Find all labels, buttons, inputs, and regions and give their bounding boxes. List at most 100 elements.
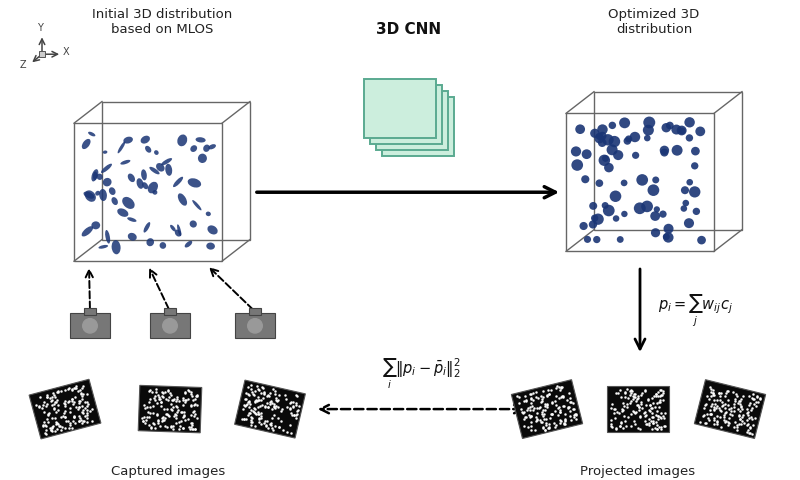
Ellipse shape bbox=[154, 150, 158, 155]
Point bbox=[622, 395, 634, 402]
Point bbox=[609, 405, 622, 412]
Point bbox=[747, 421, 760, 429]
Circle shape bbox=[250, 321, 260, 331]
Point bbox=[47, 400, 60, 408]
Point bbox=[165, 422, 178, 430]
Point bbox=[554, 418, 567, 425]
Point bbox=[634, 412, 646, 420]
Point bbox=[239, 401, 252, 409]
Point bbox=[554, 408, 566, 416]
Ellipse shape bbox=[123, 137, 133, 144]
Point bbox=[278, 391, 291, 398]
Point bbox=[650, 411, 662, 419]
Point bbox=[74, 397, 86, 405]
Point bbox=[73, 418, 86, 425]
Circle shape bbox=[681, 186, 689, 194]
Circle shape bbox=[591, 215, 598, 222]
Point bbox=[62, 385, 74, 393]
Point bbox=[631, 394, 644, 402]
Point bbox=[155, 392, 168, 399]
Point bbox=[32, 402, 45, 409]
Point bbox=[284, 399, 297, 407]
Point bbox=[610, 389, 623, 397]
Ellipse shape bbox=[177, 224, 182, 236]
Point bbox=[535, 418, 548, 426]
Point bbox=[257, 395, 270, 402]
Point bbox=[136, 417, 149, 424]
Point bbox=[623, 391, 636, 399]
Point bbox=[40, 430, 53, 438]
Circle shape bbox=[691, 147, 700, 156]
Point bbox=[569, 411, 582, 419]
Point bbox=[46, 427, 58, 435]
Point bbox=[159, 415, 172, 422]
Ellipse shape bbox=[91, 169, 98, 181]
Point bbox=[556, 392, 569, 400]
Point bbox=[542, 424, 554, 432]
Point bbox=[75, 416, 88, 423]
Point bbox=[632, 403, 645, 410]
Point bbox=[56, 423, 69, 431]
Point bbox=[605, 417, 618, 424]
Point bbox=[168, 412, 181, 420]
Point bbox=[83, 407, 96, 415]
Point bbox=[73, 403, 86, 410]
Point bbox=[564, 416, 577, 424]
Point bbox=[189, 425, 202, 432]
Point bbox=[154, 422, 166, 430]
Point bbox=[140, 416, 153, 424]
Point bbox=[729, 395, 742, 403]
Point bbox=[642, 407, 655, 414]
Point bbox=[734, 404, 747, 411]
Point bbox=[707, 389, 720, 397]
Point bbox=[518, 422, 530, 430]
Point bbox=[631, 395, 644, 403]
Point bbox=[644, 402, 657, 409]
Point bbox=[50, 408, 62, 416]
Circle shape bbox=[636, 174, 648, 186]
Point bbox=[698, 404, 710, 412]
Point bbox=[266, 406, 279, 413]
Point bbox=[532, 404, 545, 412]
Ellipse shape bbox=[175, 229, 182, 237]
Point bbox=[178, 389, 191, 397]
Point bbox=[650, 419, 662, 426]
Point bbox=[608, 406, 621, 413]
Point bbox=[746, 395, 759, 402]
Point bbox=[699, 401, 712, 409]
Point bbox=[635, 391, 648, 399]
Point bbox=[35, 405, 48, 412]
Point bbox=[37, 421, 50, 429]
Point bbox=[551, 411, 564, 419]
Point bbox=[254, 409, 267, 417]
Point bbox=[607, 409, 620, 417]
Point bbox=[189, 396, 202, 403]
Point bbox=[144, 409, 157, 417]
Point bbox=[42, 411, 54, 419]
Point bbox=[568, 410, 581, 418]
Point bbox=[697, 412, 710, 420]
Point bbox=[58, 399, 70, 407]
Point bbox=[524, 394, 537, 402]
Point bbox=[153, 394, 166, 401]
Point bbox=[179, 396, 192, 404]
Circle shape bbox=[677, 126, 686, 135]
Ellipse shape bbox=[190, 220, 197, 228]
Point bbox=[178, 412, 190, 420]
Ellipse shape bbox=[142, 182, 148, 189]
Point bbox=[142, 398, 155, 406]
Point bbox=[286, 404, 299, 411]
Point bbox=[162, 387, 174, 395]
Point bbox=[74, 389, 87, 396]
Point bbox=[262, 403, 274, 411]
Point bbox=[170, 408, 183, 416]
Point bbox=[634, 398, 647, 406]
Point bbox=[621, 385, 634, 393]
Point bbox=[513, 399, 526, 407]
FancyBboxPatch shape bbox=[376, 91, 448, 150]
Point bbox=[703, 383, 716, 391]
Point bbox=[523, 403, 536, 410]
Point bbox=[290, 399, 302, 407]
Point bbox=[161, 410, 174, 418]
Point bbox=[658, 409, 671, 417]
